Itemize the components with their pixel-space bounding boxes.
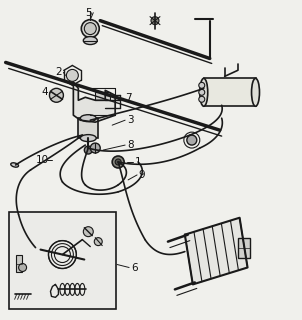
Circle shape	[84, 23, 96, 35]
Polygon shape	[73, 82, 115, 122]
Bar	[95, 92, 110, 100]
Circle shape	[94, 238, 102, 246]
Ellipse shape	[80, 135, 96, 141]
Circle shape	[187, 135, 197, 145]
Circle shape	[115, 159, 121, 165]
Ellipse shape	[80, 115, 96, 122]
Text: 1: 1	[135, 157, 141, 167]
Circle shape	[199, 82, 205, 88]
Circle shape	[50, 88, 63, 102]
Circle shape	[151, 17, 159, 25]
Ellipse shape	[83, 36, 97, 44]
Circle shape	[112, 156, 124, 168]
Text: 7: 7	[125, 93, 131, 103]
Bar	[238, 238, 249, 258]
Polygon shape	[185, 218, 248, 284]
Text: 2: 2	[55, 68, 62, 77]
Ellipse shape	[11, 163, 18, 167]
Text: 4: 4	[41, 87, 48, 97]
Text: 8: 8	[127, 140, 133, 150]
Circle shape	[83, 227, 93, 237]
Text: 3: 3	[127, 115, 133, 125]
Text: 5: 5	[85, 8, 92, 18]
Circle shape	[66, 69, 78, 81]
Circle shape	[19, 264, 27, 271]
Circle shape	[199, 96, 205, 102]
Text: 10: 10	[36, 155, 49, 165]
Bar	[16, 255, 22, 273]
Bar	[204, 78, 255, 106]
Ellipse shape	[200, 78, 208, 106]
Bar	[78, 118, 98, 138]
Text: 9: 9	[139, 170, 145, 180]
Circle shape	[199, 89, 205, 95]
Circle shape	[90, 143, 100, 153]
Text: 6: 6	[131, 262, 137, 273]
Bar	[9, 212, 116, 309]
Ellipse shape	[252, 78, 259, 106]
Circle shape	[84, 146, 92, 154]
Circle shape	[81, 20, 99, 37]
